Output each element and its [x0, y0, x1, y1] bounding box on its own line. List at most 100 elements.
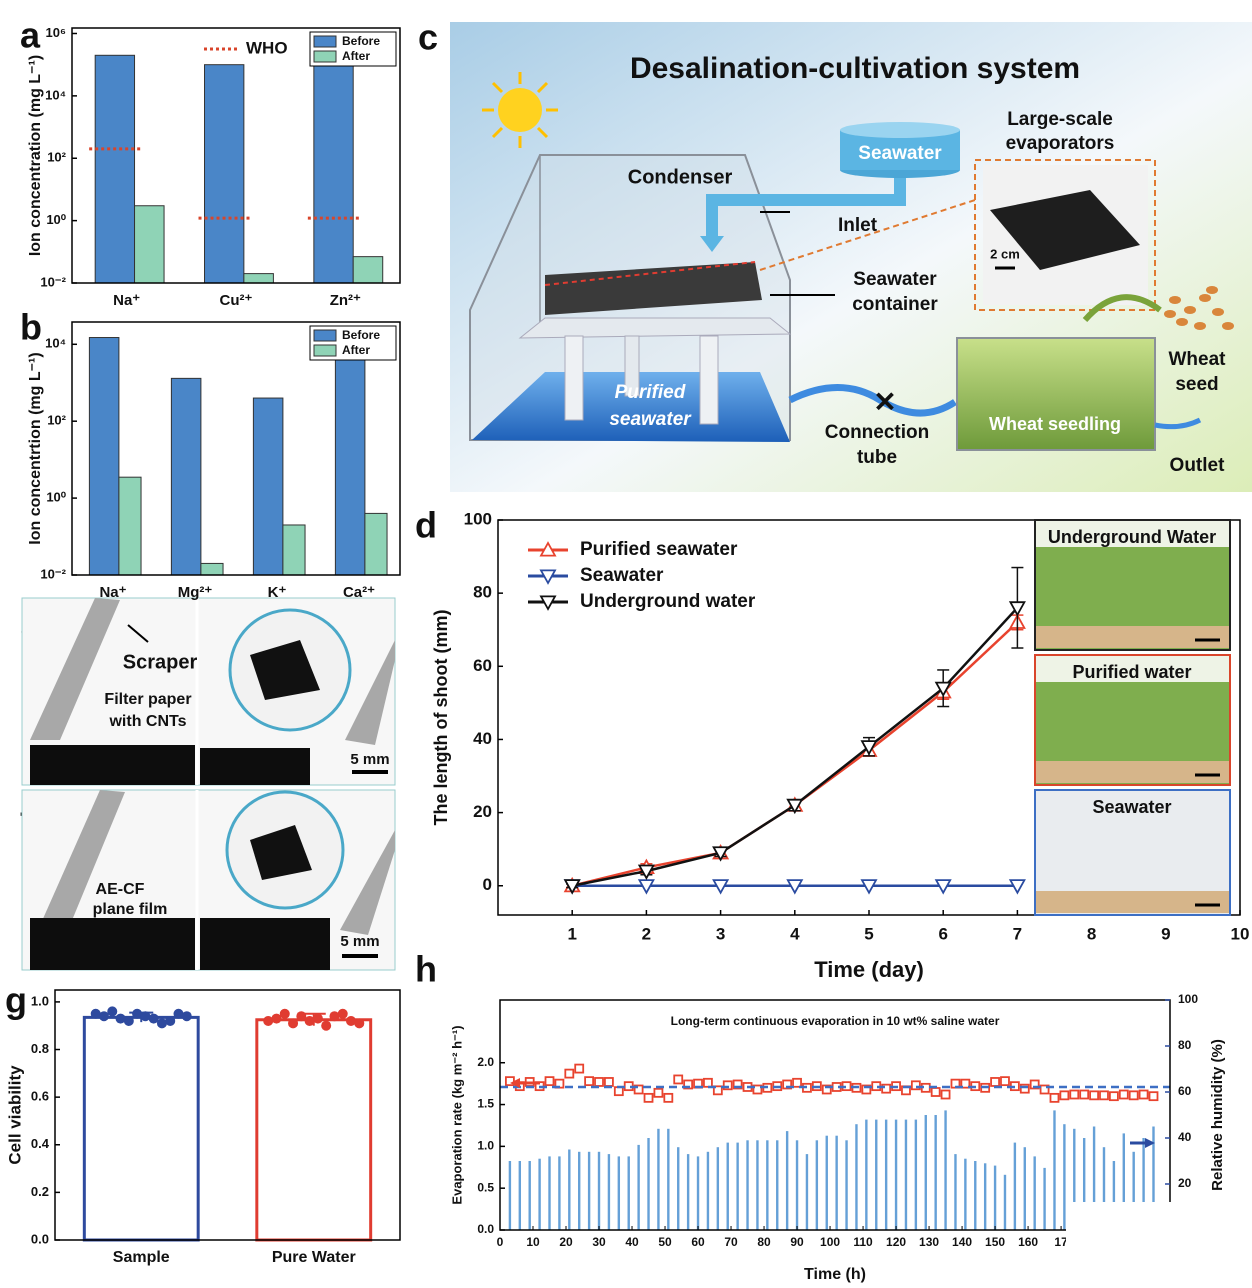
- bar: [766, 1140, 769, 1230]
- bar: [845, 1140, 848, 1230]
- bar: [88, 337, 120, 576]
- legend-label: After: [342, 49, 370, 63]
- inset-film: [250, 640, 320, 700]
- data-point: [304, 1015, 315, 1026]
- plot-frame: [71, 27, 401, 284]
- x-tick-label: 130: [919, 1235, 939, 1249]
- x-axis-title: Time (h): [804, 1266, 866, 1283]
- chart-title: Long-term continuous evaporation in 10 w…: [671, 1014, 1000, 1028]
- x-tick-label: 80: [757, 1235, 771, 1249]
- marker: [990, 1077, 1000, 1087]
- bar: [1102, 1147, 1106, 1230]
- bar: [686, 1154, 690, 1230]
- x-tick-label: Na⁺: [99, 584, 126, 601]
- bar: [352, 256, 384, 284]
- x-tick-label: 150: [985, 1235, 1005, 1249]
- legend-swatch: [313, 344, 337, 357]
- marker: [786, 879, 804, 895]
- bar: [1112, 1161, 1116, 1230]
- x-tick-label: Pure Water: [272, 1249, 356, 1266]
- scraper: [30, 598, 120, 740]
- marker: [722, 1080, 733, 1091]
- marker: [786, 798, 804, 815]
- data-point: [156, 1018, 167, 1029]
- x-tick-label: 10: [1231, 924, 1250, 943]
- bar: [677, 1147, 680, 1230]
- bar: [578, 1151, 581, 1230]
- diagram-label: seed: [1175, 374, 1218, 395]
- x-tick-label: 4: [790, 924, 800, 943]
- data-point: [329, 1011, 340, 1022]
- bar: [716, 1147, 720, 1230]
- evaporator-photo-object: [990, 190, 1140, 270]
- scraper: [345, 640, 395, 745]
- diagram-c: c Desalination-cultivation system 2 cm L…: [418, 17, 1252, 492]
- marker: [960, 1078, 971, 1089]
- plot-frame: [54, 989, 401, 1241]
- y-tick-label: 10⁴: [45, 87, 66, 102]
- marker: [613, 1086, 624, 1097]
- bar: [364, 512, 388, 576]
- marker: [910, 1080, 921, 1091]
- bar: [835, 1135, 838, 1230]
- y-tick-label: 20: [473, 802, 492, 821]
- marker: [1118, 1089, 1129, 1100]
- bar: [607, 1154, 611, 1230]
- bar: [282, 524, 306, 576]
- x-tick-label: 50: [658, 1235, 672, 1249]
- marker: [1148, 1091, 1159, 1102]
- data-point: [288, 1018, 299, 1029]
- diagram-label: Connection: [825, 422, 930, 443]
- marker: [940, 1089, 951, 1100]
- legend-swatch: [313, 50, 337, 63]
- y-tick-label: 10⁶: [46, 25, 66, 40]
- y-tick-label: 0.2: [31, 1184, 49, 1199]
- wheat-seeds: [1164, 286, 1234, 330]
- marker: [712, 1085, 723, 1096]
- panel-label: c: [418, 17, 438, 58]
- data-point: [346, 1015, 357, 1026]
- scraper: [340, 830, 395, 935]
- y-tick-label: 10²: [47, 413, 66, 428]
- panel-label: b: [20, 307, 42, 348]
- y2-tick-label: 80: [1178, 1038, 1192, 1052]
- marker: [1108, 1091, 1119, 1102]
- x-tick-label: 2: [642, 924, 651, 943]
- diagram-label: container: [852, 294, 938, 315]
- photo-label: plane film: [93, 901, 168, 918]
- inset-sky: [1036, 521, 1229, 547]
- marker: [544, 1076, 555, 1087]
- legend-label: Before: [342, 328, 380, 342]
- marker: [1008, 879, 1026, 895]
- bar: [118, 476, 142, 576]
- marker: [934, 681, 952, 698]
- x-tick-label: 6: [938, 924, 947, 943]
- diagram-label: tube: [857, 447, 897, 468]
- x-tick-label: Ca²⁺: [343, 584, 375, 601]
- x-tick-label: 17: [1054, 1235, 1068, 1249]
- marker: [1128, 1090, 1139, 1101]
- marker: [637, 864, 655, 880]
- legend-label: WHO: [246, 38, 288, 57]
- marker: [782, 1079, 793, 1090]
- bar: [865, 1119, 868, 1230]
- bar: [134, 205, 165, 284]
- inset-sky: [1036, 791, 1229, 871]
- bar: [914, 1119, 918, 1230]
- scale-label: 5 mm: [350, 751, 389, 768]
- x-tick-label: 120: [886, 1235, 906, 1249]
- marker: [564, 1068, 575, 1079]
- bar: [983, 1163, 987, 1230]
- zoom-box: [974, 159, 1156, 311]
- y-tick-label: 0.6: [31, 1089, 49, 1104]
- y-axis-title: Cell viability: [5, 1065, 24, 1165]
- bar: [1092, 1126, 1096, 1230]
- x-tick-label: 30: [592, 1235, 606, 1249]
- bar: [884, 1119, 888, 1230]
- y-tick-label: 10²: [47, 150, 66, 165]
- marker: [1089, 1090, 1099, 1101]
- data-point: [312, 1013, 323, 1024]
- panel-label: a: [20, 15, 41, 56]
- panel-label: g: [5, 980, 27, 1021]
- inset-soil: [1036, 626, 1229, 648]
